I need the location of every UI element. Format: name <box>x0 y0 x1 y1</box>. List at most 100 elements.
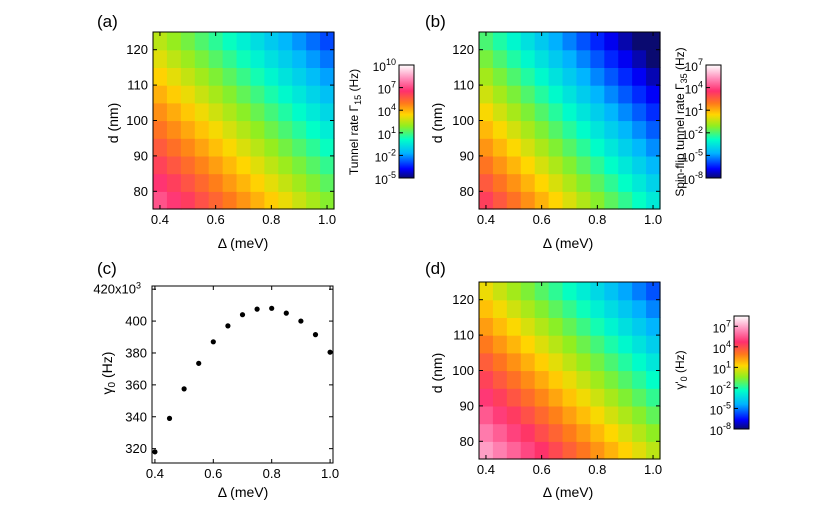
panel-a-y-tick-label: 100 <box>126 113 148 128</box>
panel-d-x-tick-label: 1.0 <box>644 462 662 477</box>
heatmap-cell-b <box>632 138 647 157</box>
colorbar-label-a-sub: 15 <box>353 95 363 105</box>
heatmap-cell-d <box>604 299 619 318</box>
heatmap-cell-b <box>618 155 633 175</box>
heatmap-cell-a <box>208 138 224 157</box>
heatmap-cell-a <box>264 173 279 192</box>
heatmap-cell-b <box>576 32 591 51</box>
colorbar-label-d-sub: 0 <box>679 376 689 381</box>
heatmap-cell-a <box>278 155 293 175</box>
heatmap-cell-a <box>292 155 307 175</box>
heatmap-cell-a <box>208 173 224 192</box>
heatmap-cell-a <box>194 102 210 122</box>
heatmap-cell-a <box>250 67 265 86</box>
heatmap-cell-b <box>562 138 578 157</box>
heatmap-cell-a <box>306 173 321 192</box>
scatter-point <box>210 339 216 345</box>
heatmap-cell-d <box>492 423 508 442</box>
heatmap-cell-a <box>250 102 265 122</box>
heatmap-cell-b <box>506 49 522 68</box>
heatmap-cell-b <box>590 32 605 51</box>
heatmap-cell-a <box>166 67 182 86</box>
heatmap-cell-b <box>534 155 550 175</box>
heatmap-cell-d <box>576 405 591 425</box>
heatmap-cell-b <box>520 49 536 68</box>
x-axis-label-a: Δ (meV) <box>218 235 269 251</box>
colorbar-tick-label-a: 1010 <box>373 57 396 74</box>
heatmap-cell-b <box>534 173 550 192</box>
scatter-point <box>269 305 275 311</box>
panel-d-y-tick-label: 120 <box>452 292 474 307</box>
colorbar-gradient-a <box>398 64 415 179</box>
colorbar-a: 1010 107 104 101 10-2 10-5 <box>373 57 415 187</box>
heatmap-cell-b <box>576 85 591 104</box>
heatmap-cell-b <box>646 102 661 122</box>
panel-label-b: (b) <box>425 12 446 31</box>
heatmap-cell-b <box>590 120 605 139</box>
heatmap-cell-a <box>236 191 252 210</box>
heatmap-cell-b <box>646 120 661 139</box>
heatmap-cell-a <box>180 85 196 104</box>
heatmap-cell-d <box>576 388 591 407</box>
heatmap-cell-a <box>320 67 335 86</box>
heatmap-cell-d <box>479 405 494 425</box>
heatmap-cell-a <box>153 138 168 157</box>
heatmap-cell-d <box>548 423 564 442</box>
heatmap-cell-b <box>646 138 661 157</box>
heatmap-cell-d <box>646 441 661 460</box>
heatmap-cell-b <box>492 49 508 68</box>
colorbar-tick-label-b: 101 <box>685 102 703 119</box>
heatmap-cell-b <box>576 120 591 139</box>
heatmap-cell-d <box>618 299 633 318</box>
heatmap-cell-a <box>222 32 238 51</box>
heatmap-cell-a <box>278 191 293 210</box>
heatmap-cell-b <box>632 120 647 139</box>
colorbar-tick-label-b: 104 <box>685 80 703 97</box>
panel-d-y-tick-label: 80 <box>460 434 474 449</box>
heatmap-cell-d <box>632 388 647 407</box>
heatmap-cell-b <box>632 173 647 192</box>
panel-a-x-tick-label: 0.4 <box>151 212 169 227</box>
heatmap-cell-d <box>632 405 647 425</box>
panel-b-x-tick-label: 1.0 <box>644 212 662 227</box>
heatmap-cell-d <box>646 352 661 372</box>
colorbar-label-b-sub: 35 <box>679 73 689 83</box>
heatmap-cell-b <box>562 49 578 68</box>
heatmap-cell-d <box>604 405 619 425</box>
heatmap-cell-b <box>479 49 494 68</box>
heatmap-cell-b <box>492 191 508 210</box>
heatmap-cell-b <box>548 102 564 122</box>
heatmap-cells-a <box>153 32 335 210</box>
heatmap-cell-b <box>506 120 522 139</box>
heatmap-cell-a <box>250 155 265 175</box>
heatmap-cell-a <box>320 32 335 51</box>
heatmap-cell-b <box>604 49 619 68</box>
panel-a-y-tick-label: 90 <box>134 148 148 163</box>
colorbar-tick-label-d: 10-5 <box>710 400 731 417</box>
heatmap-cell-a <box>320 120 335 139</box>
heatmap-cell-b <box>548 67 564 86</box>
panel-c-y-tick-label: 420x103 <box>93 281 141 297</box>
heatmap-cell-a <box>180 49 196 68</box>
heatmap-cell-d <box>479 370 494 389</box>
colorbar-tick-label-b: 10-8 <box>682 170 703 187</box>
heatmap-cell-d <box>479 352 494 372</box>
heatmap-cell-d <box>506 423 522 442</box>
heatmap-cell-b <box>479 191 494 210</box>
heatmap-cell-d <box>479 441 494 460</box>
heatmap-cell-b <box>590 102 605 122</box>
heatmap-cell-b <box>604 155 619 175</box>
heatmap-cell-b <box>548 191 564 210</box>
heatmap-cell-d <box>576 370 591 389</box>
heatmap-cell-b <box>604 67 619 86</box>
heatmap-cell-a <box>153 49 168 68</box>
heatmap-cell-a <box>236 120 252 139</box>
heatmap-cell-a <box>264 138 279 157</box>
heatmap-cell-a <box>320 155 335 175</box>
colorbar-tick-label-d: 101 <box>713 359 731 376</box>
heatmap-cell-b <box>590 191 605 210</box>
heatmap-cell-d <box>534 335 550 354</box>
heatmap-cell-b <box>548 173 564 192</box>
heatmap-cell-d <box>506 441 522 460</box>
heatmap-cell-d <box>548 352 564 372</box>
